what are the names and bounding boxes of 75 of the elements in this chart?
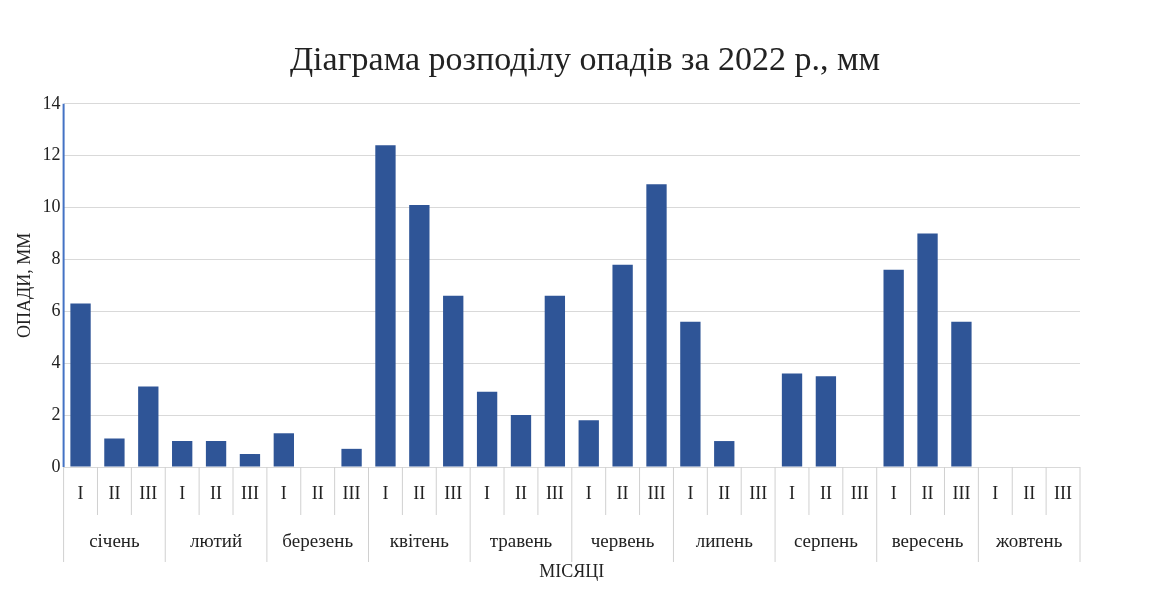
x-axis-title: МІСЯЦІ	[539, 560, 605, 581]
y-tick-label: 2	[51, 403, 61, 424]
y-tick-label: 14	[42, 92, 61, 113]
text: квітень	[389, 529, 450, 551]
bar	[680, 321, 701, 467]
x-tick-label: I	[890, 482, 897, 503]
bar	[612, 264, 633, 467]
x-tick-label: III	[342, 482, 361, 503]
y-tick-label: 4	[51, 351, 61, 372]
bar	[714, 441, 735, 467]
x-tick-label: II	[413, 482, 426, 503]
bar	[883, 269, 904, 467]
x-tick-label: I	[77, 482, 84, 503]
bar	[646, 184, 667, 467]
text: березень	[282, 529, 354, 551]
bar	[409, 204, 430, 467]
y-axis-title: ОПАДИ, ММ	[13, 232, 34, 339]
bar	[951, 321, 972, 467]
x-tick-label: I	[484, 482, 491, 503]
bar	[239, 454, 261, 467]
bar	[815, 376, 837, 467]
text: червень	[590, 529, 655, 551]
bar	[273, 433, 294, 467]
x-tick-label: III	[850, 482, 869, 503]
bar	[138, 386, 159, 467]
x-tick-label: III	[139, 482, 158, 503]
y-tick-label: 0	[51, 455, 61, 476]
text: жовтень	[995, 529, 1063, 551]
x-tick-label: III	[240, 482, 259, 503]
text: січень	[89, 529, 141, 551]
x-tick-label: III	[545, 482, 564, 503]
y-tick-label: 6	[51, 300, 61, 321]
x-tick-label: II	[210, 482, 223, 503]
x-tick-label: III	[952, 482, 971, 503]
bar	[104, 438, 125, 467]
text: серпень	[793, 529, 859, 551]
chart-title: Діаграма розподілу опадів за 2022 р., мм	[288, 40, 882, 79]
bar	[205, 441, 227, 467]
bar	[172, 441, 193, 467]
x-tick-label: II	[921, 482, 934, 503]
y-tick-label: 12	[42, 144, 61, 165]
text: липень	[695, 529, 754, 551]
x-tick-label: II	[1023, 482, 1036, 503]
bar	[578, 420, 599, 467]
bar	[781, 373, 803, 467]
text: лютий	[190, 529, 243, 551]
text: вересень	[891, 529, 964, 551]
x-tick-label: I	[687, 482, 694, 503]
bar	[544, 295, 566, 467]
text: травень	[489, 529, 553, 551]
bar	[917, 233, 938, 467]
x-tick-label: II	[311, 482, 324, 503]
bar	[70, 303, 91, 467]
x-tick-label: III	[444, 482, 463, 503]
x-tick-label: II	[616, 482, 629, 503]
x-tick-label: I	[179, 482, 186, 503]
y-tick-label: 10	[42, 196, 61, 217]
bar	[510, 415, 532, 467]
x-tick-label: I	[585, 482, 592, 503]
x-tick-label: II	[514, 482, 527, 503]
x-tick-label: II	[819, 482, 832, 503]
x-tick-label: III	[749, 482, 768, 503]
x-tick-label: II	[718, 482, 731, 503]
x-tick-label: I	[382, 482, 389, 503]
bar	[341, 448, 362, 467]
x-tick-label: III	[1054, 482, 1073, 503]
y-tick-label: 8	[51, 248, 61, 269]
x-tick-label: II	[108, 482, 121, 503]
bar	[443, 295, 464, 467]
x-tick-label: I	[280, 482, 287, 503]
x-tick-label: I	[789, 482, 796, 503]
bar	[375, 145, 396, 467]
x-tick-label: III	[647, 482, 666, 503]
bar	[476, 391, 498, 467]
x-tick-label: I	[992, 482, 999, 503]
